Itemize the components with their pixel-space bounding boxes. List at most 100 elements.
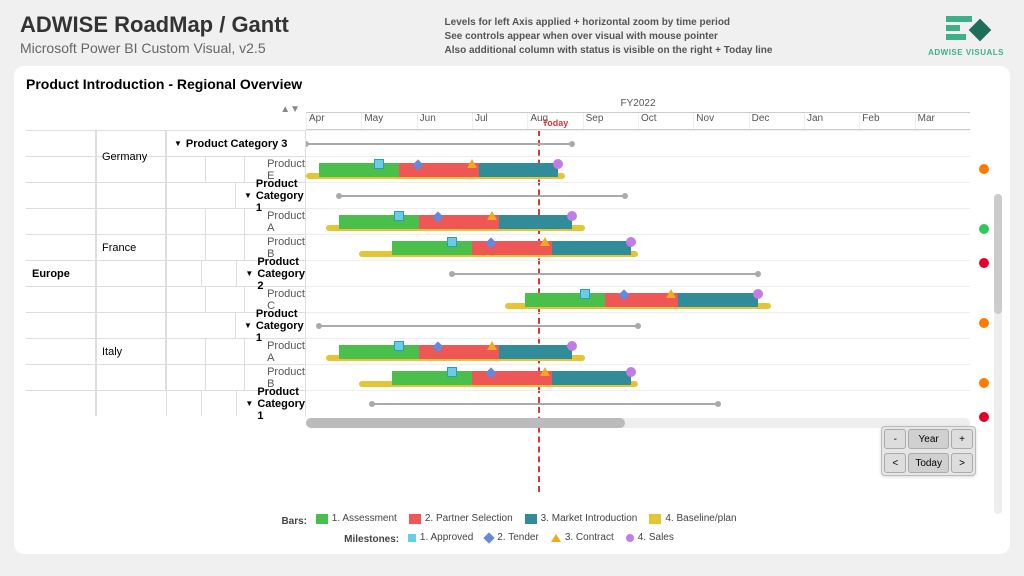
month-label: Jul xyxy=(472,113,527,129)
country-cell: Italy xyxy=(96,312,166,390)
gantt-row xyxy=(306,364,970,390)
header-notes: Levels for left Axis applied + horizonta… xyxy=(445,12,773,58)
gantt-card: Product Introduction - Regional Overview… xyxy=(14,66,1010,554)
row-label[interactable]: ▼Product Category 1 xyxy=(236,183,306,208)
sort-icons[interactable]: ▲▼ xyxy=(280,104,300,115)
page-header: ADWISE RoadMap / Gantt Microsoft Power B… xyxy=(0,0,1024,66)
milestone-cir[interactable] xyxy=(553,159,563,169)
milestone-sq[interactable] xyxy=(394,211,404,221)
legend-bar-item: 3. Market Introduction xyxy=(525,511,638,527)
milestone-tri[interactable] xyxy=(540,367,550,376)
phase-bar[interactable] xyxy=(319,163,399,177)
milestone-sq[interactable] xyxy=(394,341,404,351)
phase-bar[interactable] xyxy=(499,215,572,229)
today-button[interactable]: Today xyxy=(908,453,949,473)
milestone-sq[interactable] xyxy=(580,289,590,299)
status-dot xyxy=(979,378,989,388)
row-label[interactable]: ▼Product Category 1 xyxy=(236,313,306,338)
gantt-row xyxy=(306,156,970,182)
phase-bar[interactable] xyxy=(479,163,559,177)
card-title: Product Introduction - Regional Overview xyxy=(26,76,998,92)
gantt-row xyxy=(306,260,970,286)
phase-bar[interactable] xyxy=(499,345,572,359)
milestone-tri[interactable] xyxy=(467,159,477,168)
collapse-icon[interactable]: ▼ xyxy=(245,269,253,278)
row-label[interactable]: Product A xyxy=(245,209,306,234)
row-label[interactable]: ▼Product Category 1 xyxy=(237,391,306,416)
today-label: Today xyxy=(542,118,568,128)
status-dot xyxy=(979,164,989,174)
gantt-row xyxy=(306,234,970,260)
scroll-right-button[interactable]: > xyxy=(951,453,973,473)
milestone-cir[interactable] xyxy=(567,341,577,351)
row-label[interactable]: Product A xyxy=(245,339,306,364)
milestone-sq[interactable] xyxy=(374,159,384,169)
collapse-icon[interactable]: ▼ xyxy=(244,191,252,200)
month-label: Sep xyxy=(583,113,638,129)
scroll-left-button[interactable]: < xyxy=(884,453,906,473)
gantt-row xyxy=(306,208,970,234)
status-dot xyxy=(979,258,989,268)
phase-bar[interactable] xyxy=(392,241,472,255)
milestone-cir[interactable] xyxy=(567,211,577,221)
h-scrollbar[interactable] xyxy=(306,418,970,428)
milestone-cir[interactable] xyxy=(753,289,763,299)
phase-bar[interactable] xyxy=(339,345,419,359)
region-cell: Europe xyxy=(26,130,96,416)
zoom-control: - Year + < Today > xyxy=(881,426,976,476)
summary-bar xyxy=(306,143,572,145)
collapse-icon[interactable]: ▼ xyxy=(174,139,182,148)
legend-ms-item: 1. Approved xyxy=(408,530,473,546)
v-scrollbar[interactable] xyxy=(994,194,1002,514)
v-scroll-thumb[interactable] xyxy=(994,194,1002,314)
legend-area: Bars: 1. Assessment2. Partner Selection3… xyxy=(14,511,1010,548)
month-label: Mar xyxy=(915,113,970,129)
zoom-in-button[interactable]: + xyxy=(951,429,973,449)
gantt-row xyxy=(306,390,970,416)
brand-logo: ADWISE VISUALS xyxy=(928,12,1004,58)
chart-panel[interactable]: FY2022 AprMayJunJulAugSepOctNovDecJanFeb… xyxy=(306,98,970,538)
collapse-icon[interactable]: ▼ xyxy=(244,321,252,330)
summary-bar xyxy=(319,325,638,327)
legend-ms-item: 2. Tender xyxy=(485,530,539,546)
summary-bar xyxy=(372,403,717,405)
phase-bar[interactable] xyxy=(525,293,605,307)
row-label[interactable]: ▼Product Category 3 xyxy=(166,131,306,156)
legend-bar-item: 2. Partner Selection xyxy=(409,511,513,527)
phase-bar[interactable] xyxy=(339,215,419,229)
row-label[interactable]: ▼Product Category 2 xyxy=(237,261,306,286)
axis-panel: ▲▼ ▼Product Category 3Product E▼Product … xyxy=(26,98,306,538)
title-block: ADWISE RoadMap / Gantt Microsoft Power B… xyxy=(20,12,289,58)
milestone-tri[interactable] xyxy=(540,237,550,246)
legend-bar-item: 1. Assessment xyxy=(316,511,397,527)
phase-bar[interactable] xyxy=(552,241,632,255)
month-label: Feb xyxy=(859,113,914,129)
summary-bar xyxy=(339,195,625,197)
main-title: ADWISE RoadMap / Gantt xyxy=(20,12,289,38)
gantt-row xyxy=(306,312,970,338)
phase-bar[interactable] xyxy=(552,371,632,385)
zoom-year-label[interactable]: Year xyxy=(908,429,949,449)
milestone-sq[interactable] xyxy=(447,237,457,247)
status-cell xyxy=(970,130,998,156)
summary-bar xyxy=(452,273,757,275)
month-label: May xyxy=(361,113,416,129)
milestone-tri[interactable] xyxy=(666,289,676,298)
milestone-cir[interactable] xyxy=(626,237,636,247)
month-label: Dec xyxy=(749,113,804,129)
gantt-row xyxy=(306,130,970,156)
milestone-cir[interactable] xyxy=(626,367,636,377)
month-label: Jan xyxy=(804,113,859,129)
legend-bar-item: 4. Baseline/plan xyxy=(649,511,736,527)
phase-bar[interactable] xyxy=(678,293,758,307)
phase-bar[interactable] xyxy=(392,371,472,385)
milestone-tri[interactable] xyxy=(487,341,497,350)
h-scroll-thumb[interactable] xyxy=(306,418,625,428)
milestone-sq[interactable] xyxy=(447,367,457,377)
gantt-row xyxy=(306,338,970,364)
status-dot xyxy=(979,318,989,328)
zoom-out-button[interactable]: - xyxy=(884,429,906,449)
collapse-icon[interactable]: ▼ xyxy=(245,399,253,408)
milestone-tri[interactable] xyxy=(487,211,497,220)
country-cell: Germany xyxy=(96,130,166,182)
